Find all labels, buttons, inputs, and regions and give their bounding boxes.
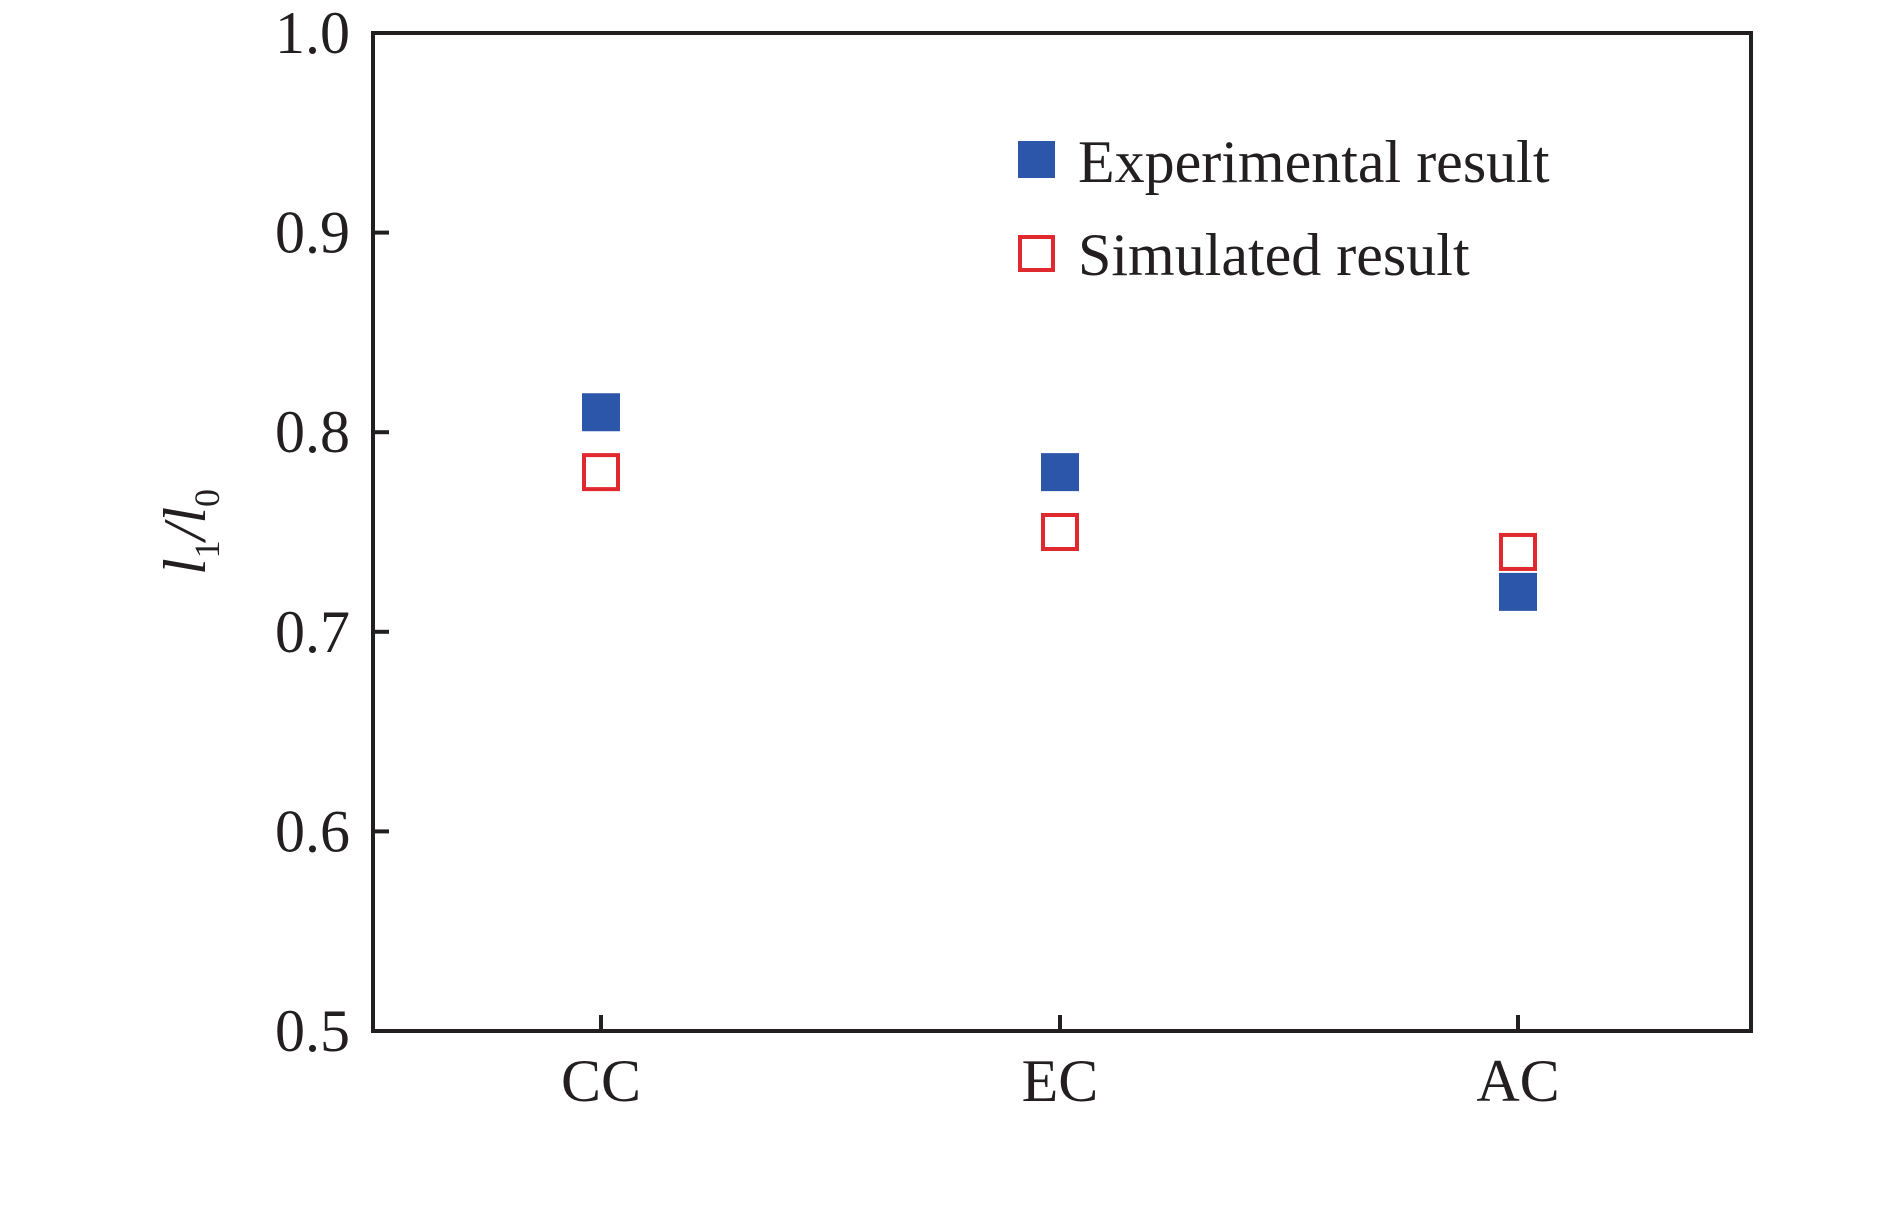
legend-label-experimental: Experimental result bbox=[1078, 129, 1550, 195]
point-simulated-ec bbox=[1041, 513, 1079, 551]
y-tick-label: 0.8 bbox=[275, 399, 350, 465]
y-axis-label-main: l bbox=[152, 558, 218, 575]
legend-label-simulated: Simulated result bbox=[1078, 222, 1470, 288]
y-tick-label: 0.9 bbox=[275, 200, 350, 266]
y-axis-label-sub1: 1 bbox=[187, 540, 227, 558]
y-tick-label: 0.5 bbox=[275, 998, 350, 1064]
y-axis-label-main-2: l bbox=[152, 507, 218, 524]
y-tick-label: 0.6 bbox=[275, 798, 350, 864]
legend-marker-experimental bbox=[1018, 141, 1055, 178]
point-experimental-ac bbox=[1499, 572, 1537, 611]
data-points bbox=[582, 393, 1537, 611]
point-experimental-ec bbox=[1041, 453, 1079, 492]
point-experimental-cc bbox=[582, 393, 620, 432]
y-axis-ticks: 0.5 0.6 0.7 0.8 0.9 1.0 bbox=[275, 0, 389, 1064]
y-tick-label: 1.0 bbox=[275, 0, 350, 66]
y-axis-label: l1/l0 bbox=[152, 489, 227, 575]
legend-marker-simulated bbox=[1018, 235, 1055, 272]
x-tick-label: CC bbox=[561, 1048, 641, 1114]
x-axis-ticks: CC EC AC bbox=[561, 1015, 1560, 1114]
point-simulated-ac bbox=[1499, 532, 1537, 571]
x-tick-label: EC bbox=[1022, 1048, 1099, 1114]
point-simulated-cc bbox=[582, 453, 620, 492]
y-axis-label-sub0: 0 bbox=[187, 489, 227, 507]
x-tick-label: AC bbox=[1476, 1048, 1559, 1114]
legend: Experimental result Simulated result bbox=[1018, 129, 1550, 288]
y-tick-label: 0.7 bbox=[275, 599, 350, 665]
